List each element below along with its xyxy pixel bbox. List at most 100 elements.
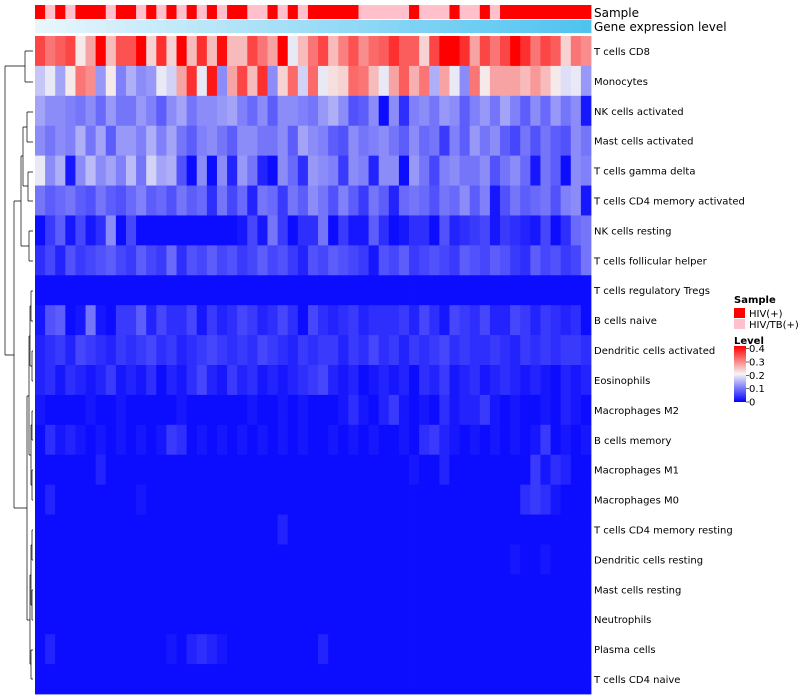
heatmap-cell bbox=[146, 125, 157, 157]
heatmap-cell bbox=[348, 454, 359, 486]
heatmap-cell bbox=[146, 365, 157, 396]
heatmap-cell bbox=[166, 544, 177, 575]
heatmap-cell bbox=[500, 604, 511, 635]
heatmap-cell bbox=[388, 544, 400, 575]
heatmap-cell bbox=[318, 275, 329, 306]
heatmap-cell bbox=[105, 394, 117, 426]
heatmap-cell bbox=[186, 65, 198, 97]
heatmap-cell bbox=[206, 424, 218, 456]
heatmap-cell bbox=[267, 454, 279, 486]
heatmap-cell bbox=[287, 424, 299, 456]
heatmap-cell bbox=[196, 604, 208, 635]
heatmap-cell bbox=[348, 664, 359, 695]
heatmap-cell bbox=[368, 65, 380, 97]
heatmap-cell bbox=[449, 335, 460, 366]
heatmap-cell bbox=[216, 65, 228, 97]
heatmap-cell bbox=[297, 634, 309, 665]
heatmap-cell bbox=[146, 95, 157, 127]
heatmap-cell bbox=[45, 604, 56, 635]
heatmap-cell bbox=[439, 424, 450, 456]
heatmap-cell bbox=[409, 36, 420, 67]
heatmap-cell bbox=[45, 245, 56, 276]
heatmap-cell bbox=[520, 514, 531, 545]
heatmap-cell bbox=[520, 574, 531, 605]
heatmap-cell bbox=[439, 335, 450, 366]
heatmap-cell bbox=[75, 604, 86, 635]
heatmap-cell bbox=[156, 634, 167, 665]
heatmap-cell bbox=[125, 215, 137, 246]
heatmap-cell bbox=[75, 215, 86, 246]
heatmap-cell bbox=[267, 514, 279, 545]
heatmap-cell bbox=[75, 664, 86, 695]
heatmap-cell bbox=[277, 275, 289, 306]
heatmap-cell bbox=[429, 95, 440, 127]
heatmap-cell bbox=[105, 125, 117, 157]
expression-annotation-cell bbox=[540, 20, 551, 33]
heatmap-cell bbox=[146, 245, 157, 276]
heatmap-cell bbox=[530, 185, 541, 216]
heatmap-cell bbox=[176, 484, 188, 515]
heatmap-cell bbox=[237, 365, 248, 396]
heatmap-cell bbox=[297, 245, 309, 276]
heatmap-cell bbox=[247, 95, 258, 127]
heatmap-cell bbox=[85, 484, 97, 515]
heatmap-cell bbox=[267, 664, 279, 695]
heatmap-cell bbox=[510, 544, 521, 575]
heatmap-cell bbox=[257, 155, 268, 186]
heatmap-cell bbox=[95, 634, 107, 665]
heatmap-cell bbox=[125, 574, 137, 605]
heatmap-cell bbox=[479, 305, 491, 336]
heatmap-cell bbox=[318, 36, 329, 67]
heatmap-cell bbox=[388, 394, 400, 426]
heatmap-cell bbox=[125, 454, 137, 486]
heatmap-cell bbox=[348, 424, 359, 456]
heatmap-cell bbox=[439, 305, 450, 336]
heatmap-cell bbox=[125, 95, 137, 127]
heatmap-cell bbox=[368, 245, 380, 276]
legend-level-tick-label: 0.3 bbox=[749, 358, 765, 369]
heatmap-cell bbox=[570, 634, 582, 665]
heatmap-cell bbox=[479, 514, 491, 545]
sample-annotation-cell bbox=[580, 5, 592, 19]
heatmap-cell bbox=[105, 664, 117, 695]
heatmap-cell bbox=[459, 125, 471, 157]
heatmap-cell bbox=[479, 664, 491, 695]
heatmap-cell bbox=[55, 664, 66, 695]
heatmap-cell bbox=[95, 394, 107, 426]
heatmap-cell bbox=[540, 514, 551, 545]
heatmap-cell bbox=[540, 544, 551, 575]
heatmap-cell bbox=[398, 634, 410, 665]
heatmap-cell bbox=[318, 185, 329, 216]
heatmap-cell bbox=[277, 185, 289, 216]
heatmap-cell bbox=[227, 95, 238, 127]
heatmap-cell bbox=[570, 604, 582, 635]
heatmap-cell bbox=[530, 36, 541, 67]
expression-annotation-cell bbox=[318, 20, 329, 33]
heatmap-cell bbox=[398, 365, 410, 396]
heatmap-cell bbox=[570, 484, 582, 515]
heatmap-cell bbox=[348, 185, 359, 216]
heatmap-cell bbox=[277, 125, 289, 157]
heatmap-cell bbox=[176, 305, 188, 336]
heatmap-cell bbox=[136, 604, 147, 635]
heatmap-cell bbox=[540, 424, 551, 456]
heatmap-cell bbox=[156, 275, 167, 306]
sample-annotation-cell bbox=[419, 5, 430, 19]
heatmap-cell bbox=[166, 454, 177, 486]
heatmap-cell bbox=[166, 155, 177, 186]
heatmap-cell bbox=[570, 365, 582, 396]
heatmap-cell bbox=[378, 36, 390, 67]
heatmap-cell bbox=[348, 65, 359, 97]
heatmap-cell bbox=[95, 305, 107, 336]
heatmap-cell bbox=[277, 365, 289, 396]
heatmap-cell bbox=[247, 275, 258, 306]
heatmap-cell bbox=[368, 514, 380, 545]
heatmap-cell bbox=[580, 604, 592, 635]
heatmap-cell bbox=[156, 365, 167, 396]
heatmap-cell bbox=[125, 484, 137, 515]
heatmap-cell bbox=[156, 394, 167, 426]
heatmap-cell bbox=[459, 544, 471, 575]
heatmap-cell bbox=[560, 155, 572, 186]
heatmap-cell bbox=[267, 185, 279, 216]
heatmap-cell bbox=[115, 544, 127, 575]
